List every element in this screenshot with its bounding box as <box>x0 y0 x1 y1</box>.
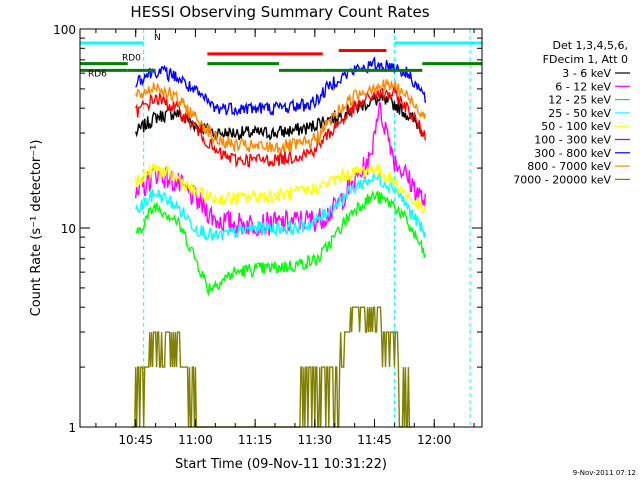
series-line <box>135 79 426 155</box>
y-tick-label: 100 <box>53 23 76 37</box>
legend-entry-label: 50 - 100 keV <box>541 120 611 133</box>
segment-label: RD0 <box>122 54 141 64</box>
legend-header-line-1: Det 1,3,4,5,6, <box>552 39 628 52</box>
x-tick-label: 10:45 <box>118 433 153 447</box>
segment-label: N <box>154 33 161 43</box>
legend-entry-label: 12 - 25 keV <box>548 94 611 107</box>
series-line <box>131 306 414 428</box>
legend-entry-label: 7000 - 20000 keV <box>513 173 611 186</box>
segment-label: RD6 <box>88 69 107 79</box>
x-tick-label: 12:00 <box>417 433 452 447</box>
series-line <box>135 162 426 215</box>
x-tick-label: 11:45 <box>357 433 392 447</box>
y-tick-label: 1 <box>68 421 76 435</box>
legend: Det 1,3,4,5,6, FDecim 1, Att 0 3 - 6 keV… <box>513 39 630 186</box>
y-axis-label: Count Rate (s⁻¹ detector⁻¹) <box>29 140 44 317</box>
series-line <box>135 171 426 242</box>
plot-area: RD0 RD6 N <box>80 29 482 428</box>
legend-entry-label: 100 - 300 keV <box>534 134 611 147</box>
series-line <box>135 189 426 297</box>
y-tick-label: 10 <box>61 222 76 236</box>
x-tick-label: 11:30 <box>298 433 333 447</box>
legend-header-line-2: FDecim 1, Att 0 <box>543 53 628 66</box>
x-axis: 10:45 11:00 11:15 11:30 11:45 12:00 <box>95 29 475 447</box>
series-line <box>135 56 426 117</box>
legend-entry-label: 6 - 12 keV <box>555 80 611 93</box>
series-line <box>135 101 426 237</box>
legend-entry-label: 800 - 7000 keV <box>527 160 611 173</box>
x-tick-label: 11:15 <box>238 433 273 447</box>
footer-date: 9-Nov-2011 07:12 <box>573 469 636 477</box>
y-axis: 1 10 100 <box>53 23 482 435</box>
x-axis-label: Start Time (09-Nov-11 10:31:22) <box>175 457 387 472</box>
chart-title: HESSI Observing Summary Count Rates <box>130 3 429 21</box>
legend-entry-label: 3 - 6 keV <box>562 67 611 80</box>
x-tick-label: 11:00 <box>178 433 213 447</box>
legend-entry-label: 25 - 50 keV <box>548 107 611 120</box>
legend-entry-label: 300 - 800 keV <box>534 147 611 160</box>
